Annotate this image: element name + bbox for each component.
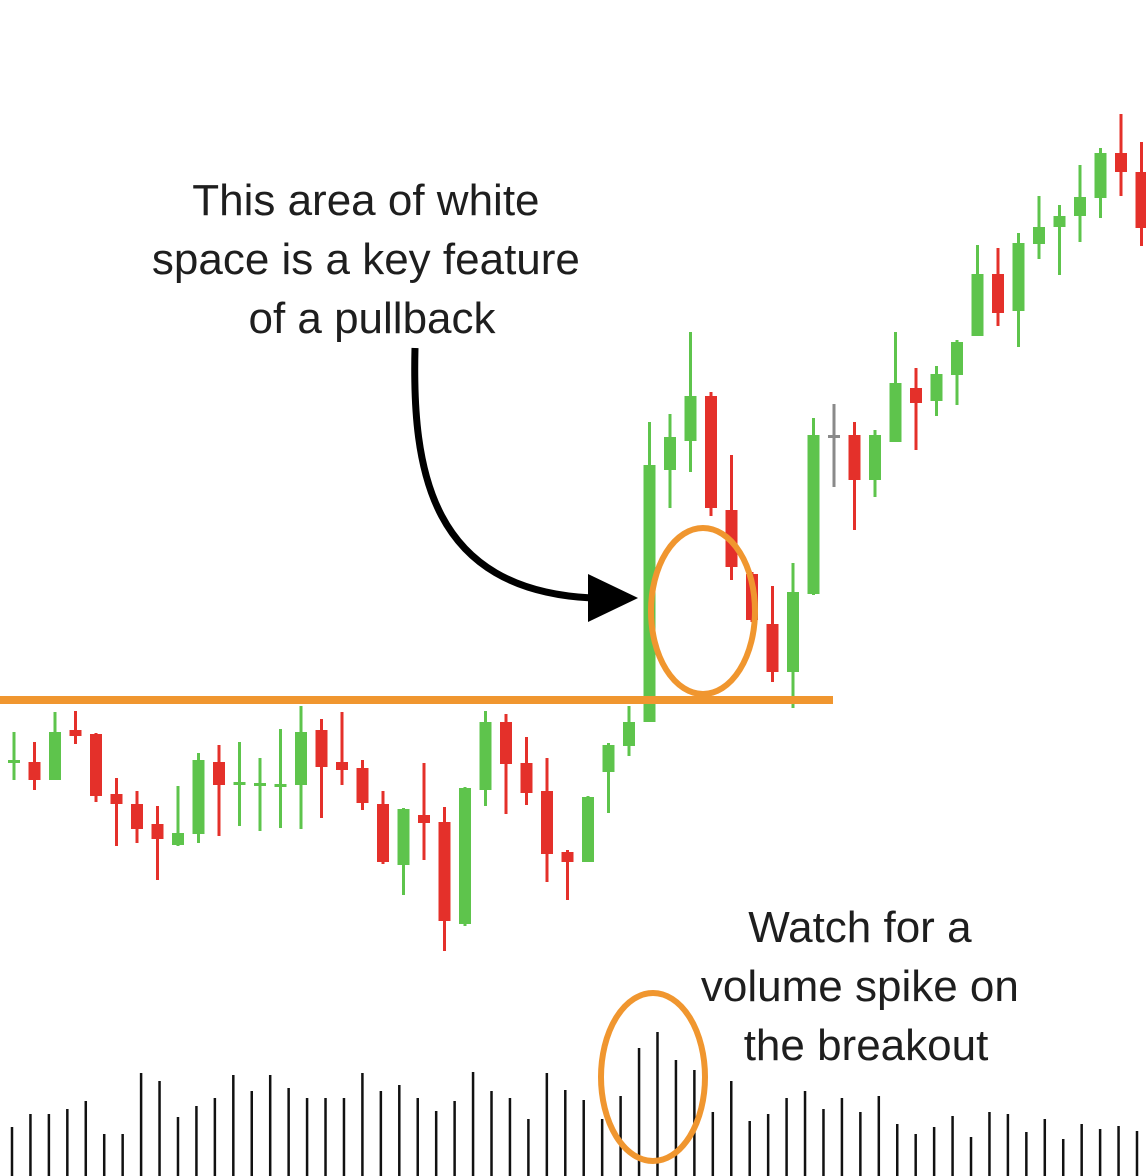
candle-bearish (315, 730, 328, 767)
candle-bearish (848, 435, 861, 480)
candle-bearish (131, 804, 143, 829)
candles-layer (8, 114, 1146, 951)
candle-bullish (602, 745, 615, 772)
annotation-line: the breakout (744, 1021, 989, 1070)
volume-layer (10, 1032, 1139, 1176)
arrow-head-icon (588, 574, 638, 622)
candle-bullish (254, 783, 266, 786)
candle-bearish (336, 762, 348, 770)
candle-bearish (69, 730, 82, 736)
candle-bearish (213, 762, 225, 785)
candle-bearish (1115, 153, 1127, 172)
candle-bullish (274, 784, 287, 787)
candle-bullish (623, 722, 635, 746)
candle-bearish (151, 824, 164, 839)
candle-bearish (1135, 172, 1146, 228)
volume-annotation: Watch for a volume spike on the breakout (701, 903, 1031, 1070)
candle-bearish (705, 396, 717, 508)
candle-bearish (418, 815, 430, 823)
candle-bearish (766, 624, 779, 672)
candle-bearish (110, 794, 123, 804)
candle-bullish (930, 374, 943, 401)
volume-spike-highlight-circle (598, 990, 708, 1164)
candle-bullish (295, 732, 307, 785)
candle-bullish (1074, 197, 1086, 216)
candle-bullish (807, 435, 820, 594)
candle-bullish (664, 437, 676, 470)
annotation-line: space is a key feature (152, 235, 580, 284)
candle-bullish (869, 435, 881, 480)
candle-bullish (1033, 227, 1045, 244)
arrow-line (411, 347, 593, 602)
pullback-annotation: This area of white space is a key featur… (152, 176, 592, 343)
annotation-line: This area of white (192, 176, 539, 225)
candle-bearish (356, 768, 369, 803)
candle-bearish (541, 791, 553, 854)
candle-bullish (951, 342, 963, 375)
annotation-line: of a pullback (248, 294, 496, 343)
candle-bullish (684, 396, 697, 441)
candle-bearish (520, 763, 533, 793)
candle-bullish (971, 274, 984, 336)
pullback-highlight-circle (648, 525, 758, 697)
candle-bullish (397, 809, 410, 865)
candle-bullish (889, 383, 902, 442)
candle-bullish (192, 760, 205, 834)
candle-bearish (377, 804, 389, 862)
candle-bearish (910, 388, 922, 403)
candle-bullish (1094, 153, 1107, 198)
candle-bearish (500, 722, 512, 764)
candle-doji (828, 435, 840, 438)
candle-bearish (90, 734, 102, 796)
annotation-line: volume spike on (701, 962, 1019, 1011)
candle-bearish (561, 852, 574, 862)
candle-bullish (459, 788, 471, 924)
annotation-line: Watch for a (748, 903, 972, 952)
candle-bullish (49, 732, 61, 780)
candle-bullish (787, 592, 799, 672)
candle-bullish (1053, 216, 1066, 227)
candle-bullish (172, 833, 184, 845)
candle-bullish (582, 797, 594, 862)
candle-bearish (438, 822, 451, 921)
candle-bearish (992, 274, 1004, 313)
candle-bullish (8, 760, 20, 763)
candle-bullish (233, 782, 246, 785)
candle-bearish (28, 762, 41, 780)
candle-bullish (479, 722, 492, 790)
candle-bullish (1012, 243, 1025, 311)
